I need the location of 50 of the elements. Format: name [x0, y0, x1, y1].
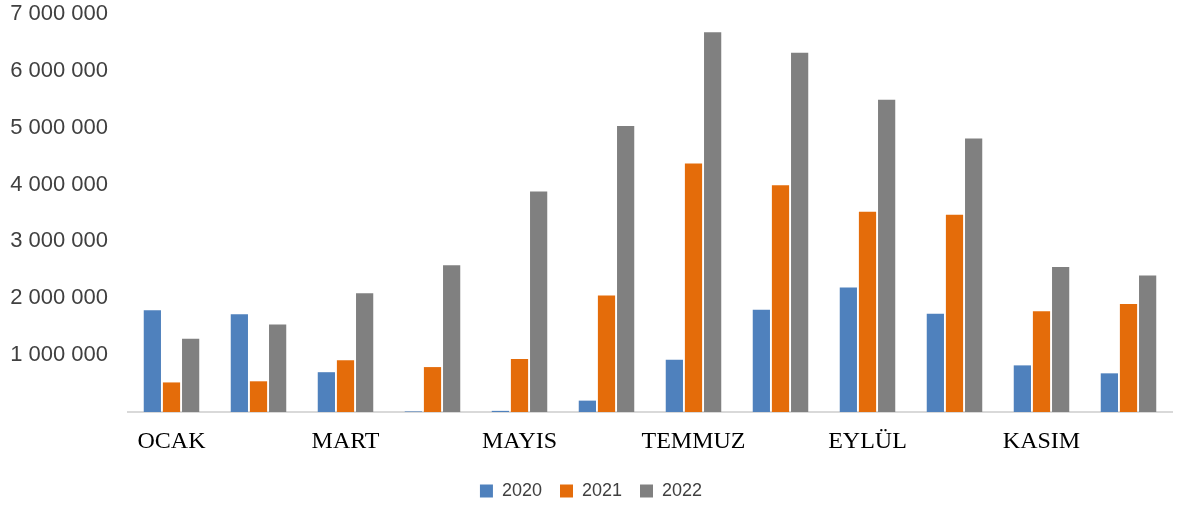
bar [249, 381, 268, 412]
x-tick-label: MAYIS [481, 426, 558, 453]
bar [143, 310, 161, 412]
bar [1013, 365, 1031, 412]
x-tick-label: KASIM [1002, 426, 1081, 453]
x-tick-label: TEMMUZ [641, 426, 746, 453]
bar [878, 99, 896, 412]
bar [791, 52, 809, 412]
x-tick-label: MART [311, 426, 380, 453]
bar [617, 126, 635, 412]
legend-label: 2020 [501, 479, 542, 500]
bar [269, 324, 287, 412]
bar [336, 360, 355, 412]
bar [1139, 275, 1157, 412]
y-tick-label: 2 000 000 [10, 284, 108, 310]
bar [443, 265, 461, 412]
bar [752, 309, 770, 412]
bar [858, 211, 877, 412]
bar [945, 214, 964, 412]
legend-label: 2022 [662, 479, 703, 500]
bar [665, 359, 683, 412]
y-tick-label: 7 000 000 [10, 0, 108, 26]
bar [530, 191, 548, 412]
bar [1052, 267, 1070, 412]
bar [684, 163, 703, 412]
bar [965, 138, 983, 412]
bar [317, 372, 335, 412]
y-tick-label: 1 000 000 [10, 341, 108, 367]
bar [356, 293, 374, 412]
bar [423, 367, 442, 412]
bar [704, 32, 722, 412]
bar [1032, 311, 1051, 412]
legend-label: 2021 [581, 479, 623, 500]
bar [230, 314, 248, 412]
bar [1119, 303, 1138, 412]
y-tick-label: 3 000 000 [10, 227, 108, 253]
bar [1100, 373, 1118, 412]
bar [578, 400, 596, 412]
bar [771, 185, 790, 412]
y-tick-label: 4 000 000 [10, 170, 108, 196]
x-tick-label: OCAK [137, 426, 207, 453]
bar [926, 313, 944, 412]
bar [510, 359, 529, 412]
y-tick-label: 6 000 000 [10, 56, 108, 82]
x-tick-label: EYLÜL [828, 426, 907, 453]
bar [839, 287, 857, 412]
y-tick-label: 5 000 000 [10, 113, 108, 139]
bar [182, 338, 200, 412]
bar [162, 382, 181, 412]
bar [597, 295, 616, 412]
